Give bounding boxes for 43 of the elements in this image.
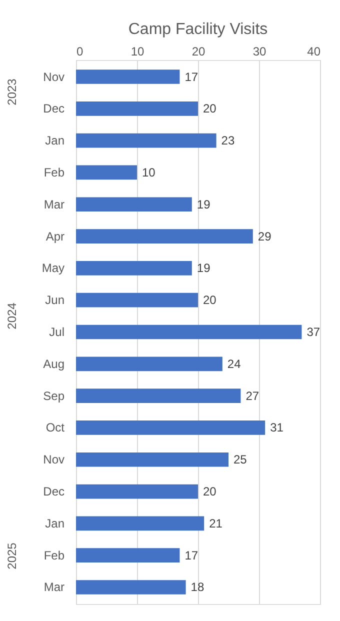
data-label: 19: [196, 197, 211, 212]
data-label: 20: [203, 484, 217, 499]
x-tick-label: 20: [192, 44, 206, 58]
chart-title: Camp Facility Visits: [128, 21, 268, 38]
y-tick-label: Feb: [44, 548, 65, 562]
data-label: 20: [203, 102, 217, 116]
y-tick-label: Apr: [46, 229, 64, 244]
y-tick-label: Nov: [43, 452, 64, 467]
data-label: 25: [234, 452, 248, 467]
data-label: 10: [142, 165, 156, 180]
data-label: 18: [190, 580, 204, 594]
y-tick-label: Dec: [43, 484, 64, 499]
data-label: 23: [221, 134, 235, 148]
data-label: 31: [270, 420, 284, 435]
y-tick-label: Aug: [43, 356, 64, 371]
x-tick-label: 40: [307, 44, 321, 58]
data-label: 27: [246, 388, 260, 403]
y-tick-label: Feb: [44, 165, 65, 180]
data-label: 17: [184, 548, 198, 562]
data-label: 19: [196, 261, 211, 276]
y-tick-label: Jul: [49, 325, 64, 339]
text: 2024: [5, 302, 19, 330]
data-label: 29: [258, 229, 272, 244]
text: 2023: [5, 78, 19, 106]
data-label: 21: [209, 516, 223, 530]
data-label: 37: [306, 325, 320, 339]
y-tick-label: Jun: [45, 293, 64, 308]
y-tick-label: Dec: [43, 102, 64, 116]
x-tick-label: 30: [252, 44, 266, 58]
x-tick-label: 10: [130, 44, 144, 58]
y-tick-label: Sep: [43, 388, 65, 403]
y-tick-label: Mar: [44, 197, 64, 212]
y-tick-label: Jan: [45, 516, 64, 530]
y-tick-label: Jan: [45, 134, 64, 148]
y-tick-label: Mar: [44, 580, 64, 594]
y-tick-label: May: [42, 261, 64, 276]
y-tick-label: Nov: [43, 70, 64, 84]
data-label: 17: [184, 70, 198, 84]
data-label: 24: [227, 356, 242, 371]
text: 2025: [5, 542, 19, 570]
x-tick-label: 0: [76, 44, 84, 58]
data-label: 20: [203, 293, 217, 308]
y-tick-label: Oct: [46, 420, 66, 435]
